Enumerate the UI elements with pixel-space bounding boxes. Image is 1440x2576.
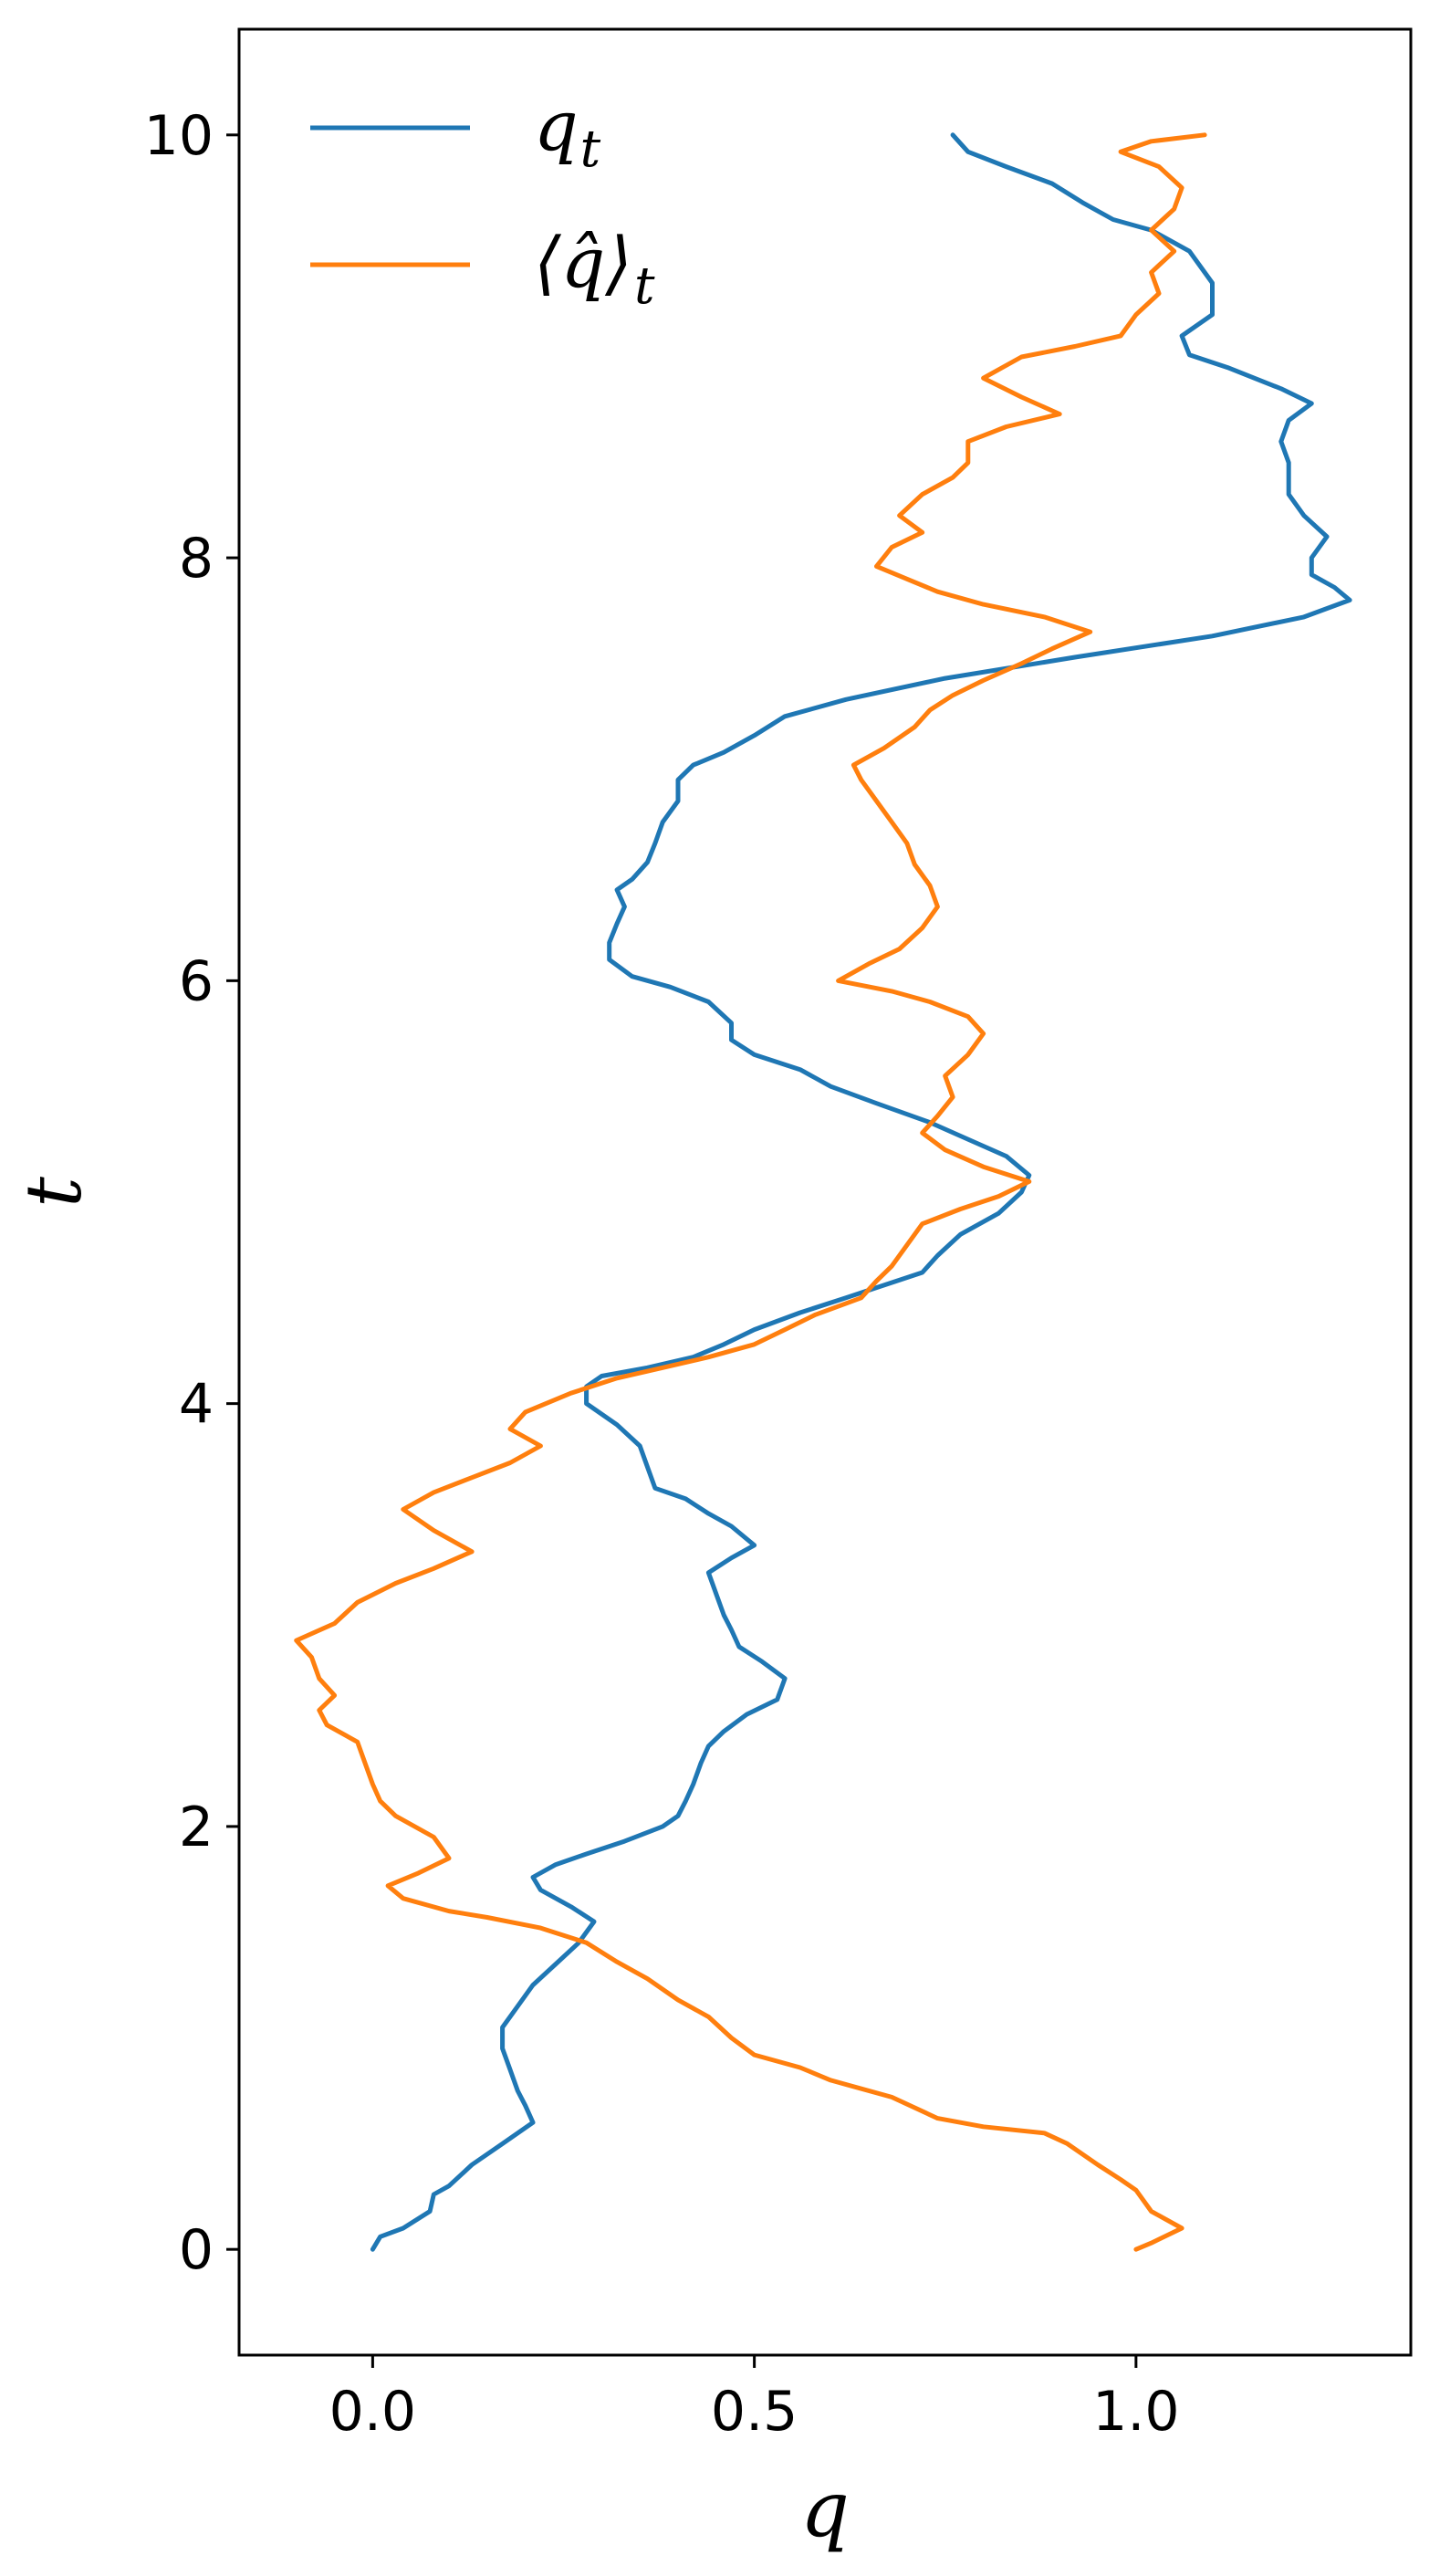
tick-layer: 0.0 0.5 1.0 0 2 4 6 8 10 (144, 104, 1180, 2444)
x-tick-label: 0.0 (329, 2380, 416, 2444)
x-tick-label: 1.0 (1092, 2380, 1179, 2444)
series-line-0 (370, 132, 1352, 2252)
series-line-1 (294, 132, 1207, 2252)
y-axis-label: t (9, 1177, 99, 1208)
y-tick-label: 6 (179, 949, 214, 1013)
y-tick-label: 10 (144, 104, 214, 168)
legend-label-0: qt (534, 85, 601, 179)
x-axis-label: q (800, 2465, 850, 2554)
x-tick-label: 0.5 (711, 2380, 798, 2444)
y-tick-label: 4 (179, 1373, 214, 1437)
legend-label-1: ⟨q̂⟩t (534, 222, 655, 316)
y-tick-label: 0 (179, 2218, 214, 2282)
series-layer (294, 132, 1352, 2252)
plot-frame (237, 27, 1413, 2357)
y-tick-label: 2 (179, 1796, 214, 1859)
legend: qt ⟨q̂⟩t (310, 85, 655, 316)
y-tick-label: 8 (179, 527, 214, 591)
